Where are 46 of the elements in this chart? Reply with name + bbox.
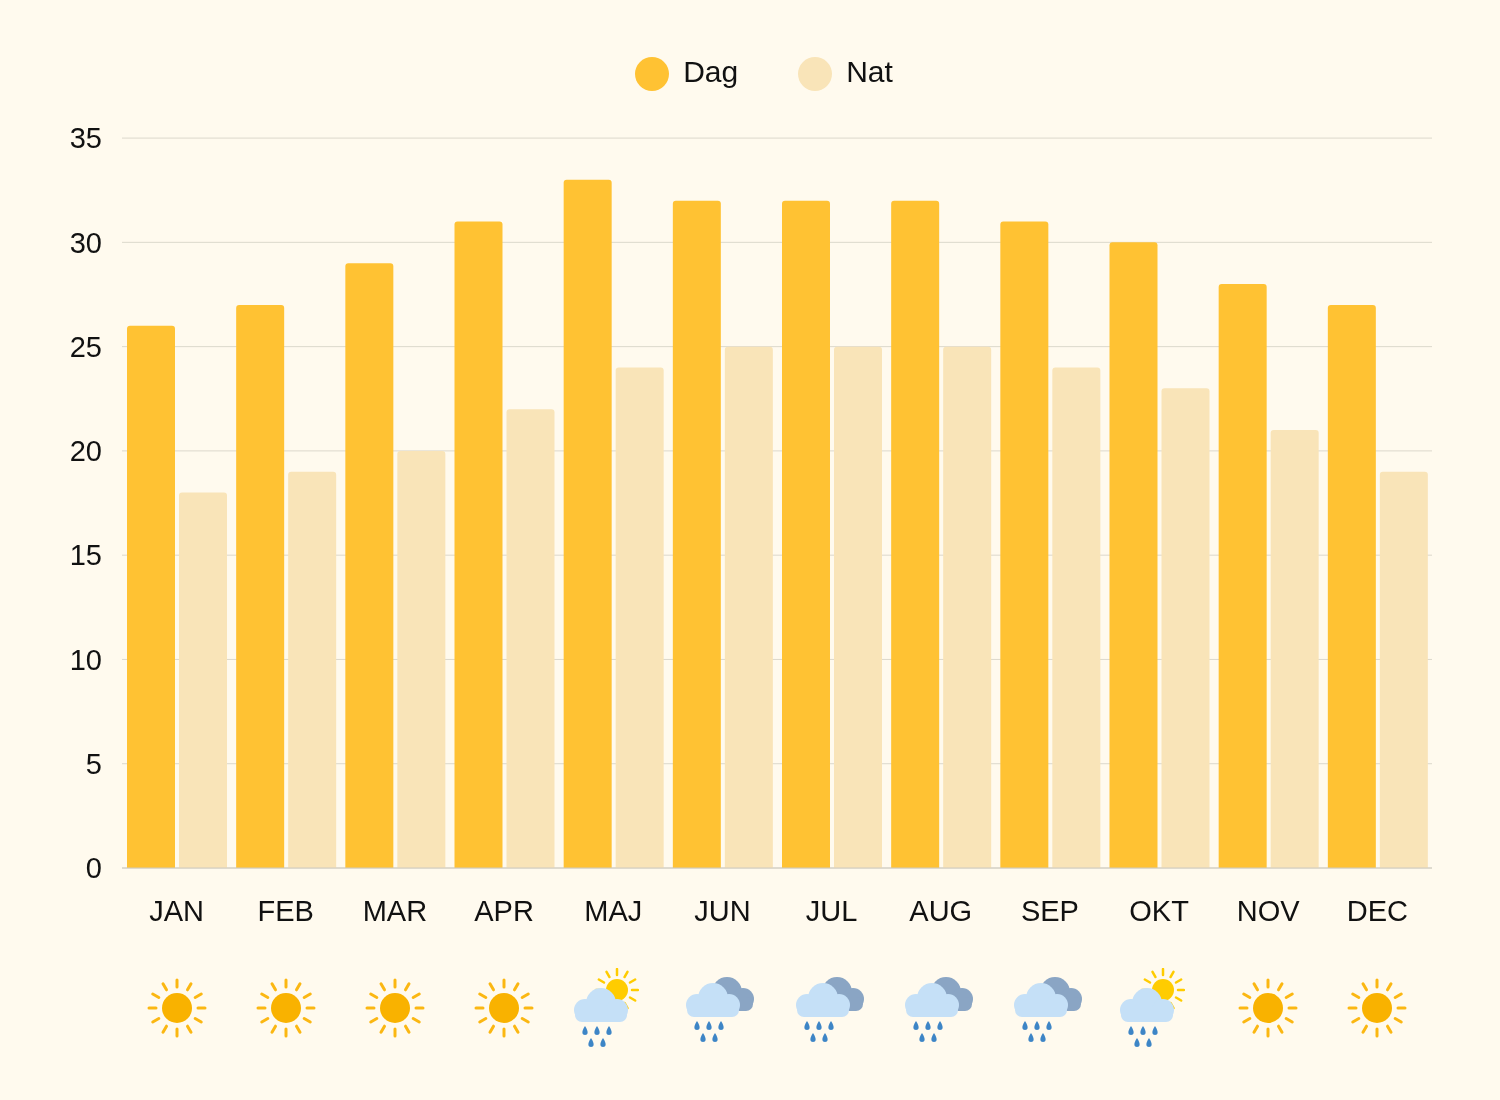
bar xyxy=(1218,284,1267,868)
bar xyxy=(1379,471,1428,868)
bar xyxy=(943,346,992,868)
bar xyxy=(1109,242,1158,868)
bar xyxy=(345,263,394,868)
legend-label: Dag xyxy=(683,55,739,88)
x-tick-label: SEP xyxy=(1020,894,1079,927)
bar xyxy=(236,304,285,868)
bar xyxy=(1270,430,1319,868)
y-tick-label: 10 xyxy=(69,643,102,676)
x-tick-label: DEC xyxy=(1346,894,1409,927)
x-tick-label: MAR xyxy=(362,894,428,927)
bar xyxy=(127,325,175,868)
bar xyxy=(288,471,337,868)
x-tick-label: AUG xyxy=(909,894,973,927)
x-tick-label: NOV xyxy=(1236,894,1301,927)
bar xyxy=(834,346,882,868)
x-tick-label: OKT xyxy=(1129,894,1190,927)
y-tick-label: 30 xyxy=(69,226,102,259)
bar xyxy=(179,492,227,868)
bar xyxy=(1327,304,1376,868)
y-tick-label: 15 xyxy=(69,539,102,572)
bar xyxy=(1052,367,1101,868)
bar xyxy=(615,367,664,868)
bar xyxy=(724,346,773,868)
bar xyxy=(1000,221,1049,868)
bar xyxy=(397,450,446,868)
legend-label: Nat xyxy=(846,55,893,88)
bar xyxy=(1161,388,1210,868)
x-tick-label: JUN xyxy=(694,894,751,927)
x-tick-label: FEB xyxy=(257,894,314,927)
bar xyxy=(454,221,503,868)
x-tick-label: MAJ xyxy=(584,894,643,927)
x-tick-label: APR xyxy=(474,894,534,927)
bar xyxy=(506,409,555,868)
y-tick-label: 5 xyxy=(85,748,102,781)
bar xyxy=(782,200,830,868)
x-tick-label: JUL xyxy=(805,894,858,927)
bar xyxy=(563,179,612,868)
bar xyxy=(672,200,721,868)
x-tick-label: JAN xyxy=(149,894,204,927)
bar xyxy=(891,200,940,868)
y-tick-label: 0 xyxy=(85,852,102,885)
y-tick-label: 20 xyxy=(69,435,102,468)
y-tick-label: 25 xyxy=(69,330,102,363)
y-tick-label: 35 xyxy=(69,122,102,155)
